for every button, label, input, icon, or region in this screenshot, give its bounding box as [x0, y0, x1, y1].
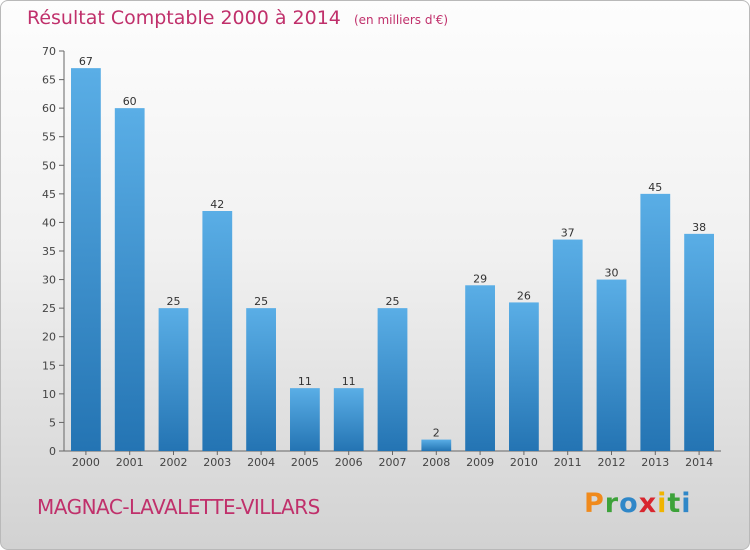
- x-tick-label-2007: 2007: [379, 456, 407, 469]
- logo-letter: o: [619, 488, 639, 519]
- y-tick-label: 45: [42, 188, 56, 201]
- bar-2006: [333, 388, 364, 451]
- data-label-2004: 25: [254, 295, 268, 308]
- y-tick-label: 60: [42, 102, 56, 115]
- bar-2012: [596, 279, 627, 451]
- logo-letter: i: [681, 488, 692, 519]
- x-tick-label-2002: 2002: [160, 456, 188, 469]
- bar-2009: [465, 285, 495, 451]
- logo-letter: P: [584, 488, 605, 519]
- y-tick-label: 55: [42, 131, 56, 144]
- y-tick-label: 50: [42, 159, 56, 172]
- bar-2008: [421, 439, 452, 451]
- commune-name: MAGNAC-LAVALETTE-VILLARS: [37, 495, 320, 519]
- x-tick-label-2014: 2014: [685, 456, 713, 469]
- y-axis: 0 5 10 15 20 25 30 35 40 45 50 55 60 65 70: [42, 45, 65, 458]
- data-label-2001: 60: [123, 95, 137, 108]
- bar-2007: [377, 308, 408, 451]
- unit-text: (en milliers d'€): [353, 13, 449, 27]
- title-text: Résultat Comptable 2000 à 2014: [27, 7, 341, 29]
- y-tick-label: 30: [42, 274, 56, 287]
- data-label-2010: 26: [517, 289, 531, 302]
- data-label-2000: 67: [79, 55, 93, 68]
- y-tick-label: 0: [49, 445, 56, 458]
- bar-2001: [114, 108, 145, 452]
- proxiti-logo: Proxiti: [584, 488, 692, 519]
- x-tick-label-2011: 2011: [554, 456, 582, 469]
- x-tick-label-2004: 2004: [247, 456, 275, 469]
- y-tick-label: 15: [42, 359, 56, 372]
- data-label-2005: 11: [298, 375, 312, 388]
- logo-letter: r: [604, 488, 620, 519]
- data-label-2012: 30: [605, 267, 619, 280]
- x-tick-label-2010: 2010: [510, 456, 538, 469]
- data-label-2007: 25: [386, 295, 400, 308]
- bar-2010: [509, 302, 539, 451]
- x-axis: 2000 2001 2002 2003 2004 2005 2006 2007 2008 2009…: [64, 450, 721, 469]
- y-tick-label: 40: [42, 216, 56, 229]
- x-tick-label-2008: 2008: [422, 456, 450, 469]
- x-tick-label-2009: 2009: [466, 456, 494, 469]
- logo-letter: x: [638, 488, 658, 519]
- y-tick-label: 35: [42, 245, 56, 258]
- data-label-2008: 2: [433, 427, 440, 440]
- data-label-2006: 11: [342, 375, 356, 388]
- y-tick-label: 25: [42, 302, 56, 315]
- bar-2014: [684, 233, 714, 451]
- x-tick-label-2013: 2013: [641, 456, 669, 469]
- bar-2004: [246, 308, 276, 451]
- x-tick-label-2000: 2000: [72, 456, 100, 469]
- bar-2000: [71, 68, 101, 452]
- x-tick-label-2005: 2005: [291, 456, 319, 469]
- bar-2011: [552, 239, 583, 451]
- data-label-2003: 42: [210, 198, 224, 211]
- y-tick-label: 10: [42, 388, 56, 401]
- x-tick-label-2006: 2006: [335, 456, 363, 469]
- y-tick-label: 70: [42, 45, 56, 58]
- y-tick-label: 20: [42, 331, 56, 344]
- bar-2002: [158, 308, 189, 451]
- x-tick-label-2012: 2012: [598, 456, 626, 469]
- data-label-2002: 25: [167, 295, 181, 308]
- x-tick-label-2003: 2003: [203, 456, 231, 469]
- bar-2013: [640, 193, 671, 451]
- logo-letter: i: [657, 488, 668, 519]
- bar-2005: [290, 388, 320, 451]
- data-label-2013: 45: [648, 181, 662, 194]
- x-tick-label-2001: 2001: [116, 456, 144, 469]
- data-label-2009: 29: [473, 272, 487, 285]
- data-label-2011: 37: [561, 227, 575, 240]
- y-tick-label: 65: [42, 74, 56, 87]
- data-label-2014: 38: [692, 221, 706, 234]
- logo-letter: t: [667, 488, 682, 519]
- bar-2003: [202, 211, 233, 451]
- y-tick-label: 5: [49, 416, 56, 429]
- bars: 67 60 25 42 25 11 11 25 2 29 26 37 30 45 38: [71, 55, 714, 452]
- chart-title: Résultat Comptable 2000 à 2014 (en milli…: [27, 7, 448, 29]
